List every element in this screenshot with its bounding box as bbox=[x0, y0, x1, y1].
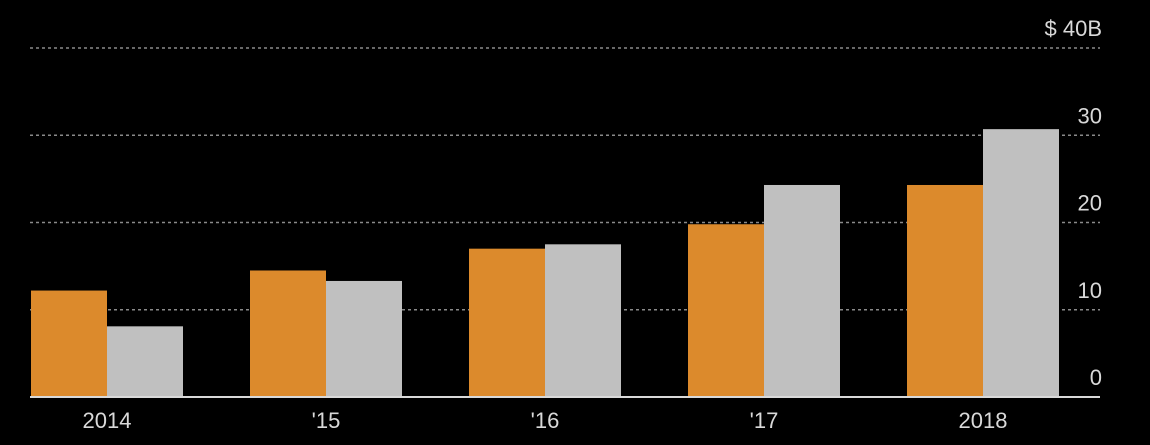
x-category-labels: 2014 '15 '16 '17 2018 bbox=[83, 408, 1008, 433]
x-category-label: 2018 bbox=[959, 408, 1008, 433]
bar-gray-1 bbox=[326, 280, 402, 397]
bar-gray-4 bbox=[983, 129, 1059, 397]
bar-orange-0 bbox=[31, 290, 107, 397]
x-category-label: '15 bbox=[312, 408, 341, 433]
bar-gray-3 bbox=[764, 184, 840, 397]
x-category-label: '17 bbox=[750, 408, 779, 433]
y-tick-label: $ 40B bbox=[1045, 16, 1103, 41]
x-category-label: '16 bbox=[531, 408, 560, 433]
bar-gray-0 bbox=[107, 326, 183, 397]
y-tick-label: 10 bbox=[1078, 278, 1102, 303]
bar-orange-2 bbox=[469, 248, 545, 397]
bar-orange-1 bbox=[250, 270, 326, 397]
y-tick-label: 0 bbox=[1090, 365, 1102, 390]
bars bbox=[31, 129, 1059, 397]
bar-orange-3 bbox=[688, 224, 764, 397]
x-category-label: 2014 bbox=[83, 408, 132, 433]
y-tick-labels: 0 10 20 30 $ 40B bbox=[1045, 16, 1103, 390]
y-tick-label: 30 bbox=[1078, 103, 1102, 128]
bar-orange-4 bbox=[907, 184, 983, 397]
y-tick-label: 20 bbox=[1078, 191, 1102, 216]
bar-gray-2 bbox=[545, 244, 621, 397]
